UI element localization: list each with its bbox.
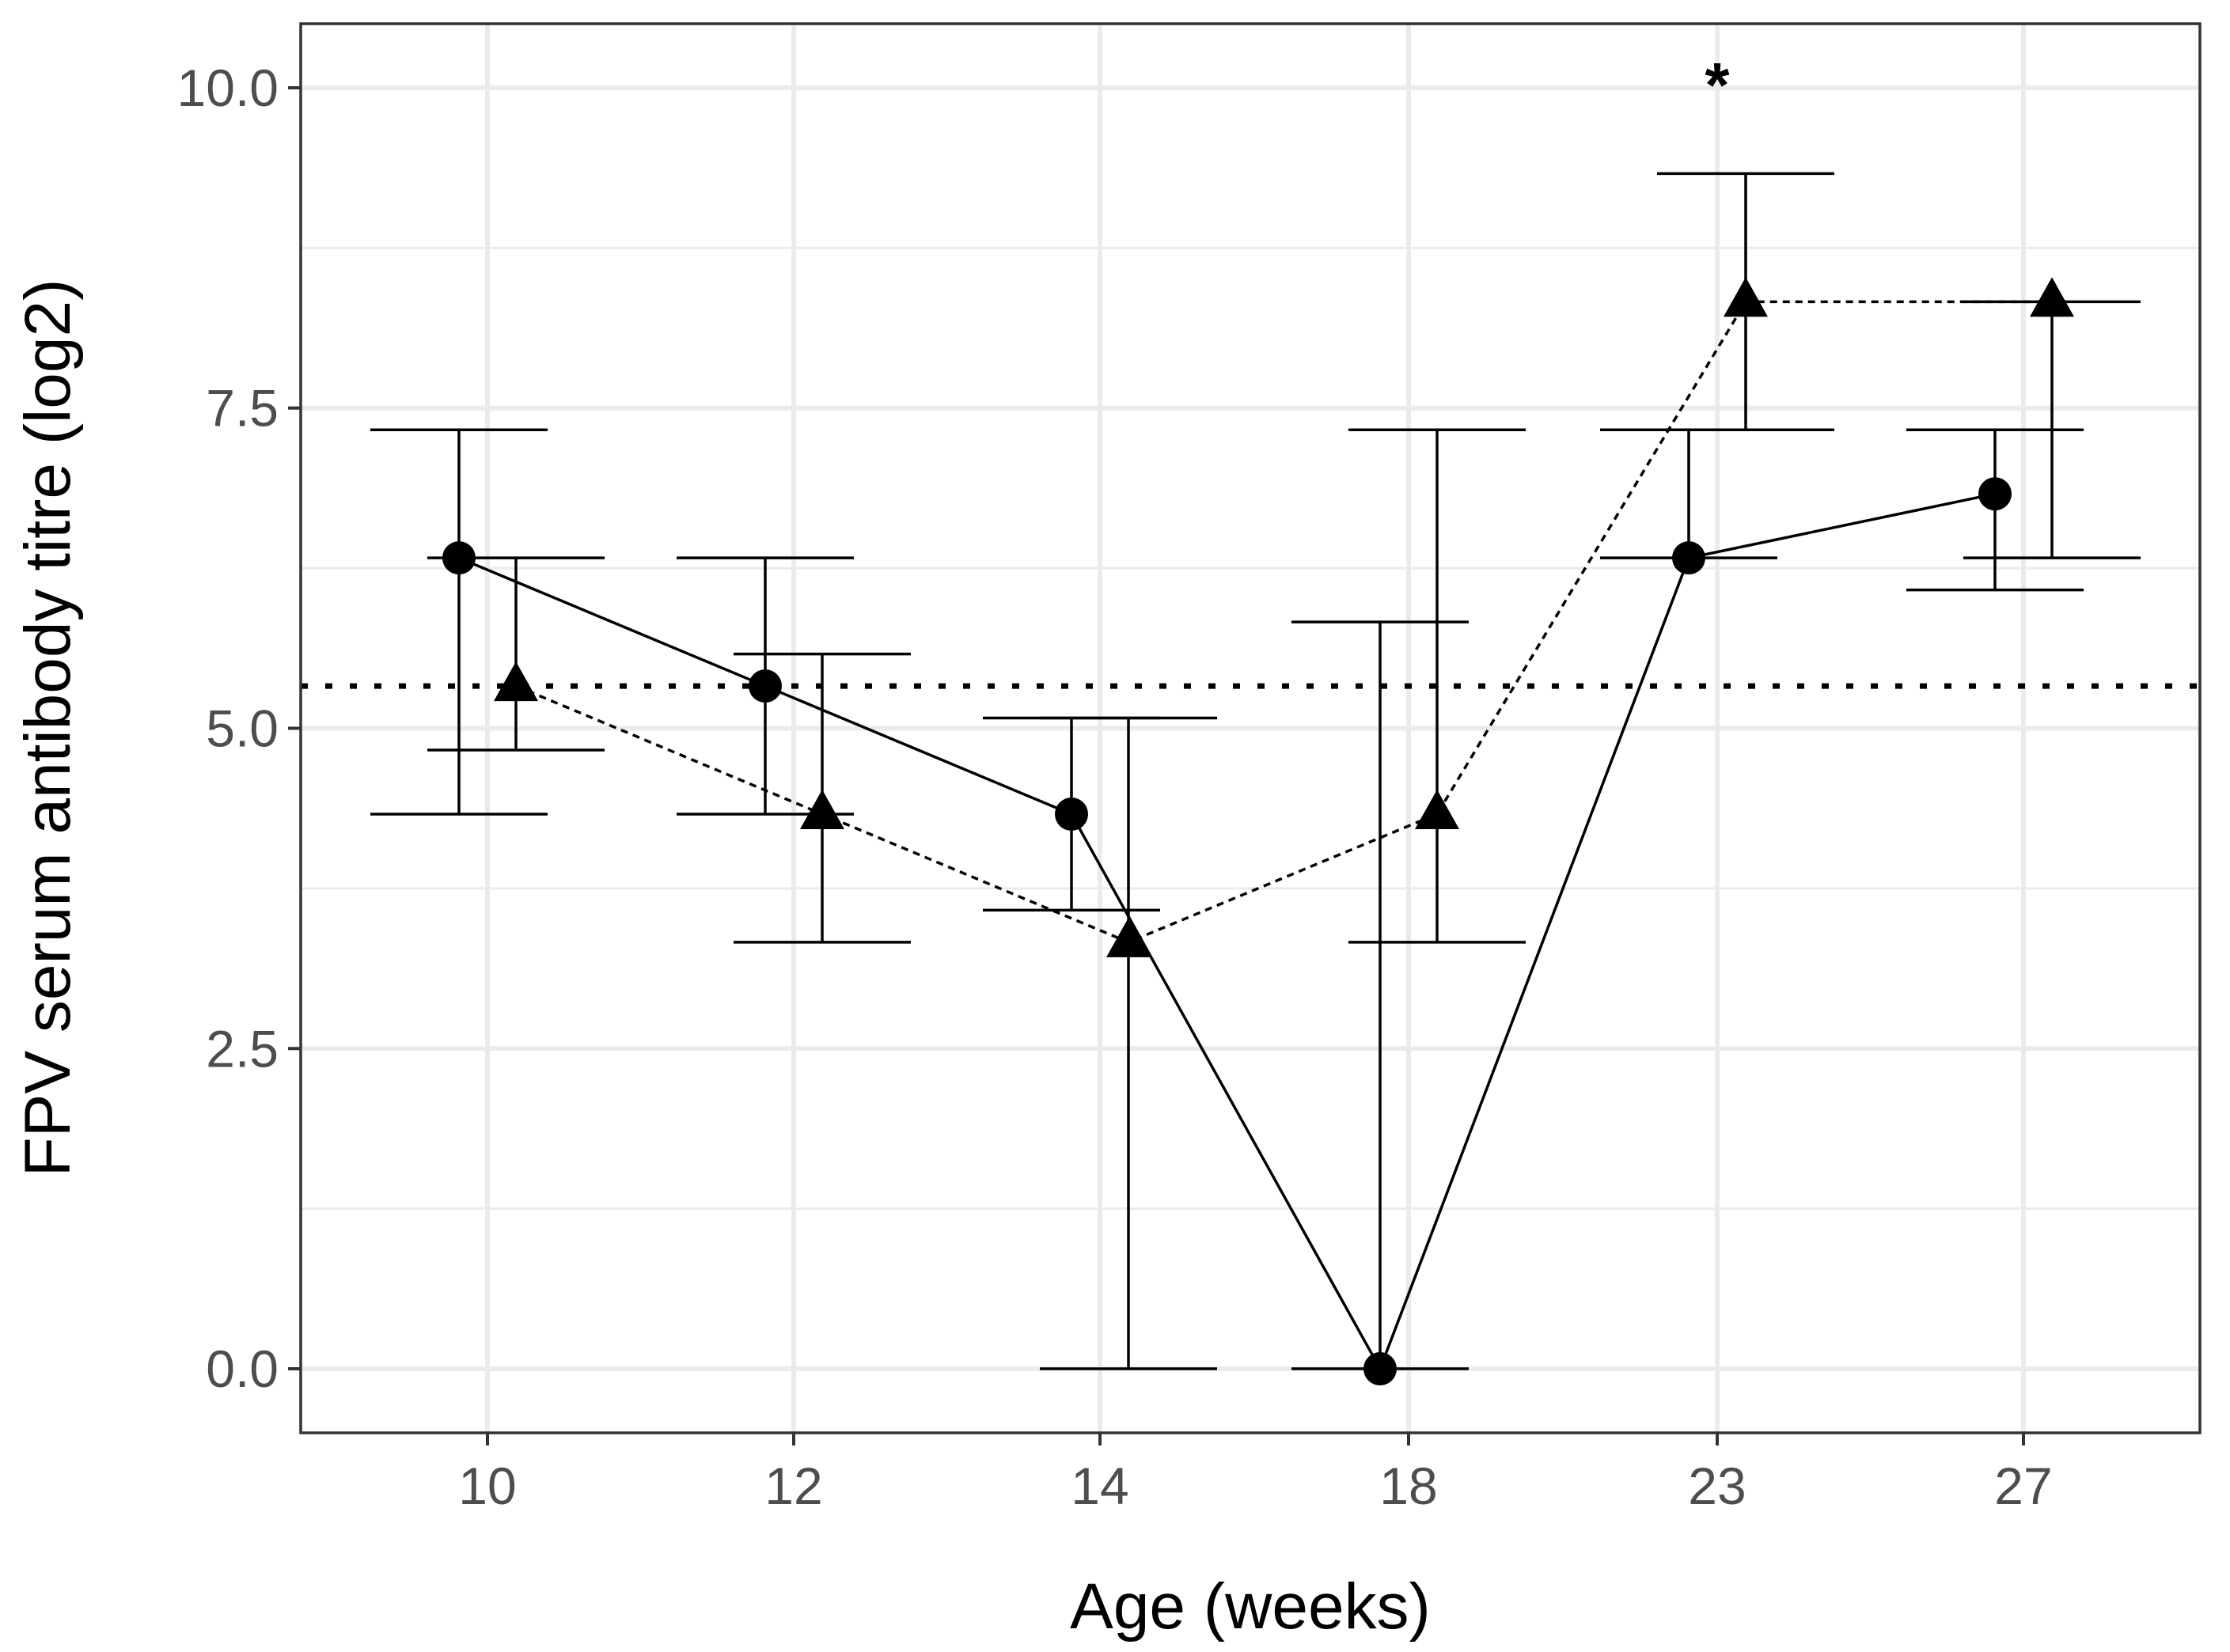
series-triangle-dashed	[427, 172, 2141, 1370]
y-axis-title: FPV serum antibody titre (log2)	[12, 279, 84, 1177]
x-tick-label: 27	[1994, 1457, 2052, 1515]
data-point-circle	[1672, 541, 1705, 575]
x-tick-label: 23	[1688, 1457, 1746, 1515]
y-tick-label: 5.0	[206, 699, 279, 758]
data-point-circle	[749, 669, 782, 703]
data-point-triangle	[800, 789, 844, 829]
data-point-triangle	[1415, 789, 1459, 829]
y-tick-label: 7.5	[206, 379, 279, 438]
y-tick-label: 2.5	[206, 1019, 279, 1078]
data-point-circle	[1363, 1352, 1397, 1386]
data-point-circle	[1978, 477, 2012, 511]
x-tick-label: 10	[458, 1457, 516, 1515]
series-line	[458, 492, 1996, 1373]
x-tick-label: 14	[1071, 1457, 1128, 1515]
y-tick-label: 0.0	[206, 1339, 279, 1398]
data-point-triangle	[1724, 277, 1768, 317]
y-tick-label: 10.0	[177, 59, 279, 117]
grid-layer	[301, 24, 2200, 1433]
data-point-triangle	[2030, 277, 2074, 317]
axis-layer: 0.0 2.5 5.0 7.5 10.0 10 12 14 18 23 27	[177, 59, 2053, 1515]
x-tick-label: 12	[764, 1457, 822, 1515]
x-tick-label: 18	[1379, 1457, 1437, 1515]
data-point-circle	[1055, 797, 1088, 831]
series-circle-solid	[370, 428, 2084, 1386]
x-axis-title: Age (weeks)	[1070, 1571, 1431, 1643]
data-point-triangle	[494, 661, 538, 702]
series-layer: *	[370, 50, 2141, 1386]
series-line	[515, 300, 2052, 944]
significance-annotation: *	[1705, 50, 1730, 120]
data-point-triangle	[1106, 917, 1151, 957]
